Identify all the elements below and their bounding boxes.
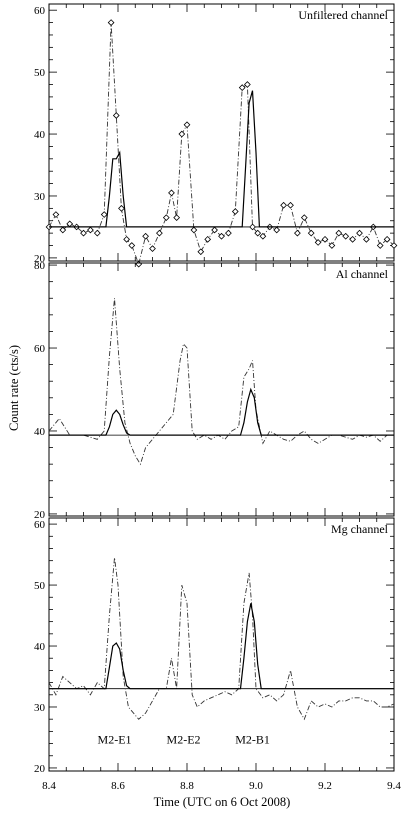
x-tick-label: 9.0 xyxy=(249,780,263,792)
y-tick-label: 20 xyxy=(34,253,46,265)
data-point-marker xyxy=(218,232,225,240)
data-point-marker xyxy=(142,232,149,240)
y-tick-label: 40 xyxy=(34,426,46,438)
model-series-line xyxy=(49,603,394,690)
data-point-marker xyxy=(356,229,363,237)
data-point-marker xyxy=(168,189,175,197)
data-point-marker xyxy=(162,214,170,222)
y-tick-label: 30 xyxy=(34,702,46,714)
data-point-marker xyxy=(314,239,322,246)
data-point-marker xyxy=(244,81,251,88)
data-point-marker xyxy=(328,242,336,249)
panel-frame xyxy=(48,262,395,517)
peak-label: M2-B1 xyxy=(235,733,270,747)
x-tick-label: 9.2 xyxy=(318,780,332,792)
data-point-marker xyxy=(135,260,143,268)
data-point-marker xyxy=(118,204,125,212)
x-tick-label: 8.4 xyxy=(42,780,56,792)
data-point-marker xyxy=(211,226,218,234)
data-point-marker xyxy=(197,248,205,256)
data-point-marker xyxy=(100,211,108,218)
data-point-marker xyxy=(231,208,239,215)
data-point-marker xyxy=(273,226,281,234)
data-point-marker xyxy=(123,235,130,243)
y-tick-label: 60 xyxy=(34,343,46,355)
panel-title: Mg channel xyxy=(331,522,389,536)
panel-title: Al channel xyxy=(336,267,389,281)
data-point-marker xyxy=(190,226,198,234)
panel-2: 20 40 60 80 Al channel xyxy=(34,260,395,521)
data-point-marker xyxy=(300,214,308,222)
data-point-marker xyxy=(149,245,156,252)
y-tick-label: 80 xyxy=(34,260,46,272)
data-point-marker xyxy=(128,242,136,249)
data-point-marker xyxy=(59,226,67,234)
peak-label: M2-E2 xyxy=(167,733,201,747)
y-tick-label: 50 xyxy=(34,580,46,592)
data-point-marker xyxy=(80,229,87,237)
model-series-line xyxy=(49,387,394,436)
y-tick-label: 40 xyxy=(34,641,46,653)
data-point-marker xyxy=(321,235,329,243)
data-point-marker xyxy=(390,242,398,249)
observed-series-line xyxy=(48,22,395,266)
y-tick-label: 30 xyxy=(34,191,46,203)
y-tick-label: 60 xyxy=(34,519,46,531)
data-point-marker xyxy=(52,211,60,218)
panel-frame xyxy=(48,3,395,262)
data-point-marker xyxy=(238,84,246,91)
data-point-marker xyxy=(383,235,391,243)
x-tick-label: 8.6 xyxy=(111,780,125,792)
data-point-marker xyxy=(183,121,191,129)
data-point-marker xyxy=(294,229,301,237)
panels: 20 30 40 50 60 Unfiltered channel 20 40 60 80 Al c… xyxy=(34,3,398,775)
data-point-marker xyxy=(204,235,212,243)
data-point-marker xyxy=(259,232,267,240)
y-tick-label: 20 xyxy=(34,509,46,521)
data-point-marker xyxy=(107,19,115,26)
data-point-marker xyxy=(363,235,370,243)
x-tick-label: 9.4 xyxy=(387,780,401,792)
data-point-marker xyxy=(112,112,120,119)
observed-series-line xyxy=(48,298,394,466)
y-axis-label: Count rate (cts/s) xyxy=(7,345,21,431)
data-point-marker xyxy=(254,229,262,237)
data-point-marker xyxy=(87,226,94,234)
data-point-marker xyxy=(156,229,163,237)
data-point-marker xyxy=(335,229,343,237)
y-tick-label: 20 xyxy=(34,763,46,775)
data-point-marker xyxy=(307,229,315,237)
data-point-marker xyxy=(225,229,232,237)
data-point-marker xyxy=(287,201,294,209)
data-point-marker xyxy=(376,242,384,249)
data-point-marker xyxy=(349,235,356,243)
y-tick-label: 50 xyxy=(34,67,46,79)
observed-series-line xyxy=(48,557,395,721)
y-tick-label: 60 xyxy=(34,5,46,17)
data-point-marker xyxy=(178,130,186,138)
y-tick-label: 40 xyxy=(34,129,46,141)
data-point-marker xyxy=(93,229,101,237)
panel-1: 20 30 40 50 60 Unfiltered channel xyxy=(34,3,398,268)
data-point-marker xyxy=(173,214,181,222)
x-tick-label: 8.8 xyxy=(180,780,194,792)
data-point-marker xyxy=(280,201,287,209)
panel-title: Unfiltered channel xyxy=(298,8,388,22)
panel-3: 20 30 40 50 60 Mg channel M2-E1 M2-E2 M2-B1 xyxy=(34,517,395,775)
model-series-line xyxy=(49,90,394,228)
x-tick-labels: 8.4 8.6 8.8 9.0 9.2 9.4 xyxy=(42,780,401,792)
data-point-marker xyxy=(249,223,256,231)
peak-label: M2-E1 xyxy=(98,733,132,747)
data-point-marker xyxy=(342,232,350,240)
x-axis-label: Time (UTC on 6 Oct 2008) xyxy=(154,795,291,809)
